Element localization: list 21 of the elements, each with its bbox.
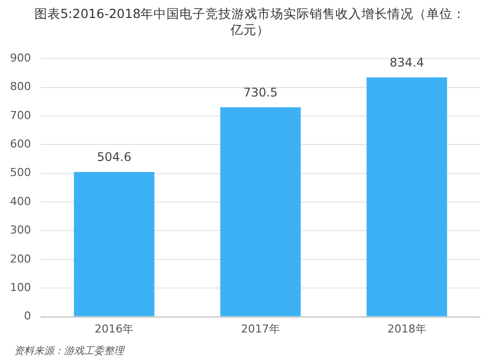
y-tick-label: 500: [10, 166, 31, 180]
y-tick-label: 400: [10, 194, 31, 208]
bar: [220, 107, 301, 316]
y-tick-label: 200: [10, 252, 31, 266]
bar: [74, 172, 154, 316]
text: 资料来源：游戏工委整理: [14, 344, 124, 358]
x-tick-label: 2017年: [241, 322, 280, 336]
y-tick-label: 300: [10, 224, 31, 237]
y-tick-label: 900: [10, 51, 31, 64]
y-tick-label: 600: [10, 138, 31, 151]
y-tick-label: 800: [10, 80, 31, 94]
data-label: 504.6: [96, 150, 132, 164]
y-tick-label: 0: [24, 310, 31, 323]
bar: [366, 77, 448, 316]
data-label: 730.5: [243, 85, 278, 100]
x-tick-label: 2016年: [94, 322, 134, 336]
data-label: 834.4: [390, 56, 424, 70]
chart-title: 图表5:2016-2018年中国电子竞技游戏市场实际销售收入增长情况（单位：亿元）: [33, 5, 467, 39]
y-tick-label: 100: [10, 280, 31, 294]
x-tick-label: 2018年: [387, 322, 426, 336]
y-tick-label: 700: [10, 108, 31, 122]
